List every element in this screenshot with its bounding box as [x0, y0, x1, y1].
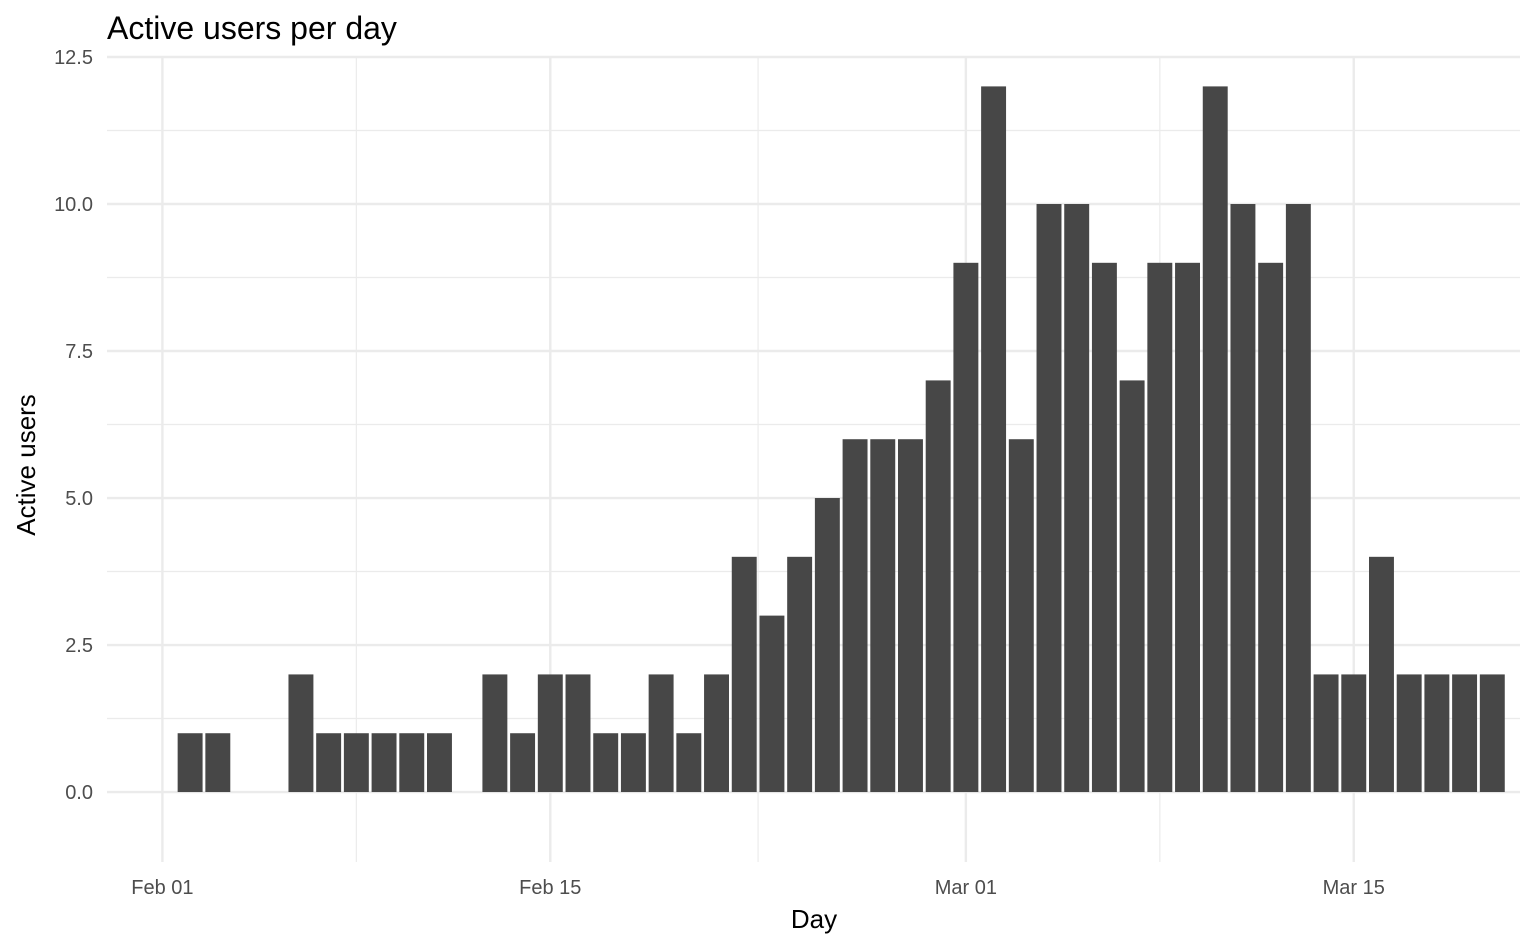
bar [648, 674, 674, 793]
bar [1285, 204, 1311, 793]
bar [1091, 262, 1117, 793]
bar [371, 733, 397, 793]
bar [925, 380, 951, 793]
bar [676, 733, 702, 793]
bar [620, 733, 646, 793]
bar [1341, 674, 1367, 793]
bar [1202, 86, 1228, 793]
x-tick-label: Feb 01 [131, 877, 193, 899]
bar [842, 439, 868, 793]
bar [787, 556, 813, 793]
bar [1369, 556, 1394, 793]
bar [427, 733, 452, 793]
bars [177, 86, 1505, 793]
bar [1313, 674, 1339, 793]
bar [343, 733, 369, 793]
bar [565, 674, 591, 793]
bar [814, 498, 840, 793]
bar [1036, 204, 1062, 793]
bar [593, 733, 619, 793]
x-axis-tick-labels: Feb 01 Feb 15 Mar 01 Mar 15 [131, 877, 1385, 899]
bar [177, 733, 203, 793]
bar [205, 733, 231, 793]
bar [510, 733, 536, 793]
bar [1119, 380, 1145, 793]
bar [731, 556, 757, 793]
bar [1147, 262, 1173, 793]
bar [870, 439, 896, 793]
bar [1230, 204, 1256, 793]
bar [1064, 204, 1090, 793]
x-tick-label: Mar 01 [935, 877, 997, 899]
bar [898, 439, 923, 793]
bar [482, 674, 508, 793]
x-tick-label: Feb 15 [519, 877, 581, 899]
bar [1452, 674, 1478, 793]
bar [981, 86, 1007, 793]
chart-title: Active users per day [107, 10, 397, 46]
x-tick-label: Mar 15 [1323, 877, 1385, 899]
bar [316, 733, 342, 793]
bar [953, 262, 979, 793]
bar [537, 674, 563, 793]
bar [1479, 674, 1505, 793]
x-axis-title: Day [791, 904, 837, 934]
bar [1175, 262, 1200, 793]
bar [1396, 674, 1422, 793]
bar [288, 674, 314, 793]
y-tick-label: 7.5 [65, 341, 93, 363]
bar [1258, 262, 1284, 793]
y-tick-label: 12.5 [54, 47, 93, 69]
y-axis-title: Active users [11, 394, 41, 536]
bar [1008, 439, 1034, 793]
y-tick-label: 0.0 [65, 782, 93, 804]
y-tick-label: 10.0 [54, 194, 93, 216]
bar [399, 733, 425, 793]
y-tick-label: 2.5 [65, 635, 93, 657]
minor-gridlines [107, 57, 1520, 862]
y-tick-label: 5.0 [65, 488, 93, 510]
y-axis-tick-labels: 0.0 2.5 5.0 7.5 10.0 12.5 [54, 47, 93, 804]
bar [1424, 674, 1450, 793]
bar [759, 615, 785, 793]
bar [704, 674, 729, 793]
